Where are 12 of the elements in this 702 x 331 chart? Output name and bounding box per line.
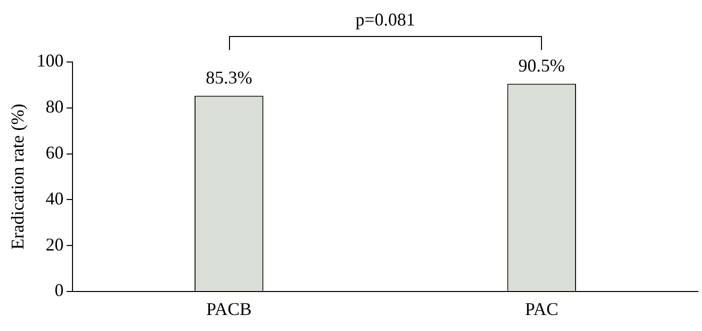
x-tick-label: PAC — [524, 298, 558, 319]
y-tick-label: 40 — [46, 188, 64, 208]
y-tick-label: 60 — [46, 142, 64, 162]
y-tick-label: 100 — [36, 50, 64, 71]
y-tick-label: 20 — [46, 234, 64, 254]
y-tick-label: 80 — [46, 96, 64, 117]
text: p=0.081 — [355, 10, 416, 30]
y-tick-label: 0 — [54, 280, 64, 300]
data-label: 85.3% — [206, 67, 252, 88]
x-tick-label: PACB — [206, 298, 252, 319]
data-label: 90.5% — [518, 56, 565, 76]
y-axis-title: Eradication rate (%) — [8, 104, 28, 250]
